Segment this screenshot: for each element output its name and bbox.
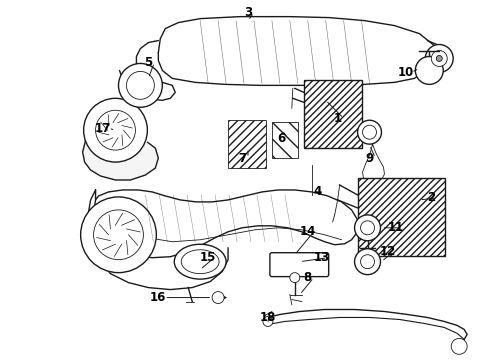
Text: 10: 10 (397, 66, 414, 79)
Polygon shape (363, 144, 385, 185)
Polygon shape (120, 71, 175, 100)
Text: 16: 16 (150, 291, 167, 304)
Bar (304, 80, 362, 148)
Polygon shape (83, 140, 158, 180)
Circle shape (355, 249, 380, 275)
Circle shape (290, 273, 300, 283)
Text: 18: 18 (260, 311, 276, 324)
Text: 13: 13 (314, 251, 330, 264)
Text: 4: 4 (314, 185, 322, 198)
Circle shape (361, 255, 374, 269)
Circle shape (119, 63, 162, 107)
Polygon shape (158, 17, 434, 85)
Ellipse shape (174, 244, 226, 279)
Circle shape (358, 120, 382, 144)
Polygon shape (89, 190, 358, 258)
Circle shape (81, 197, 156, 273)
Circle shape (126, 71, 154, 99)
Circle shape (84, 98, 147, 162)
Circle shape (451, 338, 467, 354)
Polygon shape (93, 200, 228, 289)
Text: 14: 14 (299, 225, 316, 238)
Circle shape (431, 50, 447, 67)
Bar (272, 122, 298, 158)
Circle shape (416, 57, 443, 84)
Circle shape (212, 292, 224, 303)
Circle shape (361, 221, 374, 235)
Text: 12: 12 (379, 245, 395, 258)
Text: 8: 8 (304, 271, 312, 284)
Text: 6: 6 (278, 132, 286, 145)
Bar (272, 255, 327, 275)
Circle shape (425, 45, 453, 72)
Text: 3: 3 (244, 6, 252, 19)
Circle shape (96, 110, 135, 150)
Text: 5: 5 (144, 56, 152, 69)
Circle shape (263, 316, 273, 327)
Text: 11: 11 (387, 221, 404, 234)
Circle shape (363, 125, 376, 139)
Circle shape (94, 210, 144, 260)
Text: 1: 1 (334, 112, 342, 125)
FancyBboxPatch shape (270, 253, 329, 276)
Text: 9: 9 (366, 152, 374, 165)
Bar (228, 120, 266, 168)
Text: 2: 2 (427, 192, 435, 204)
Ellipse shape (181, 250, 219, 274)
Circle shape (355, 215, 380, 241)
Bar (358, 178, 445, 256)
Circle shape (436, 55, 442, 62)
Text: 15: 15 (200, 251, 216, 264)
Text: 17: 17 (95, 122, 111, 135)
Text: 7: 7 (238, 152, 246, 165)
